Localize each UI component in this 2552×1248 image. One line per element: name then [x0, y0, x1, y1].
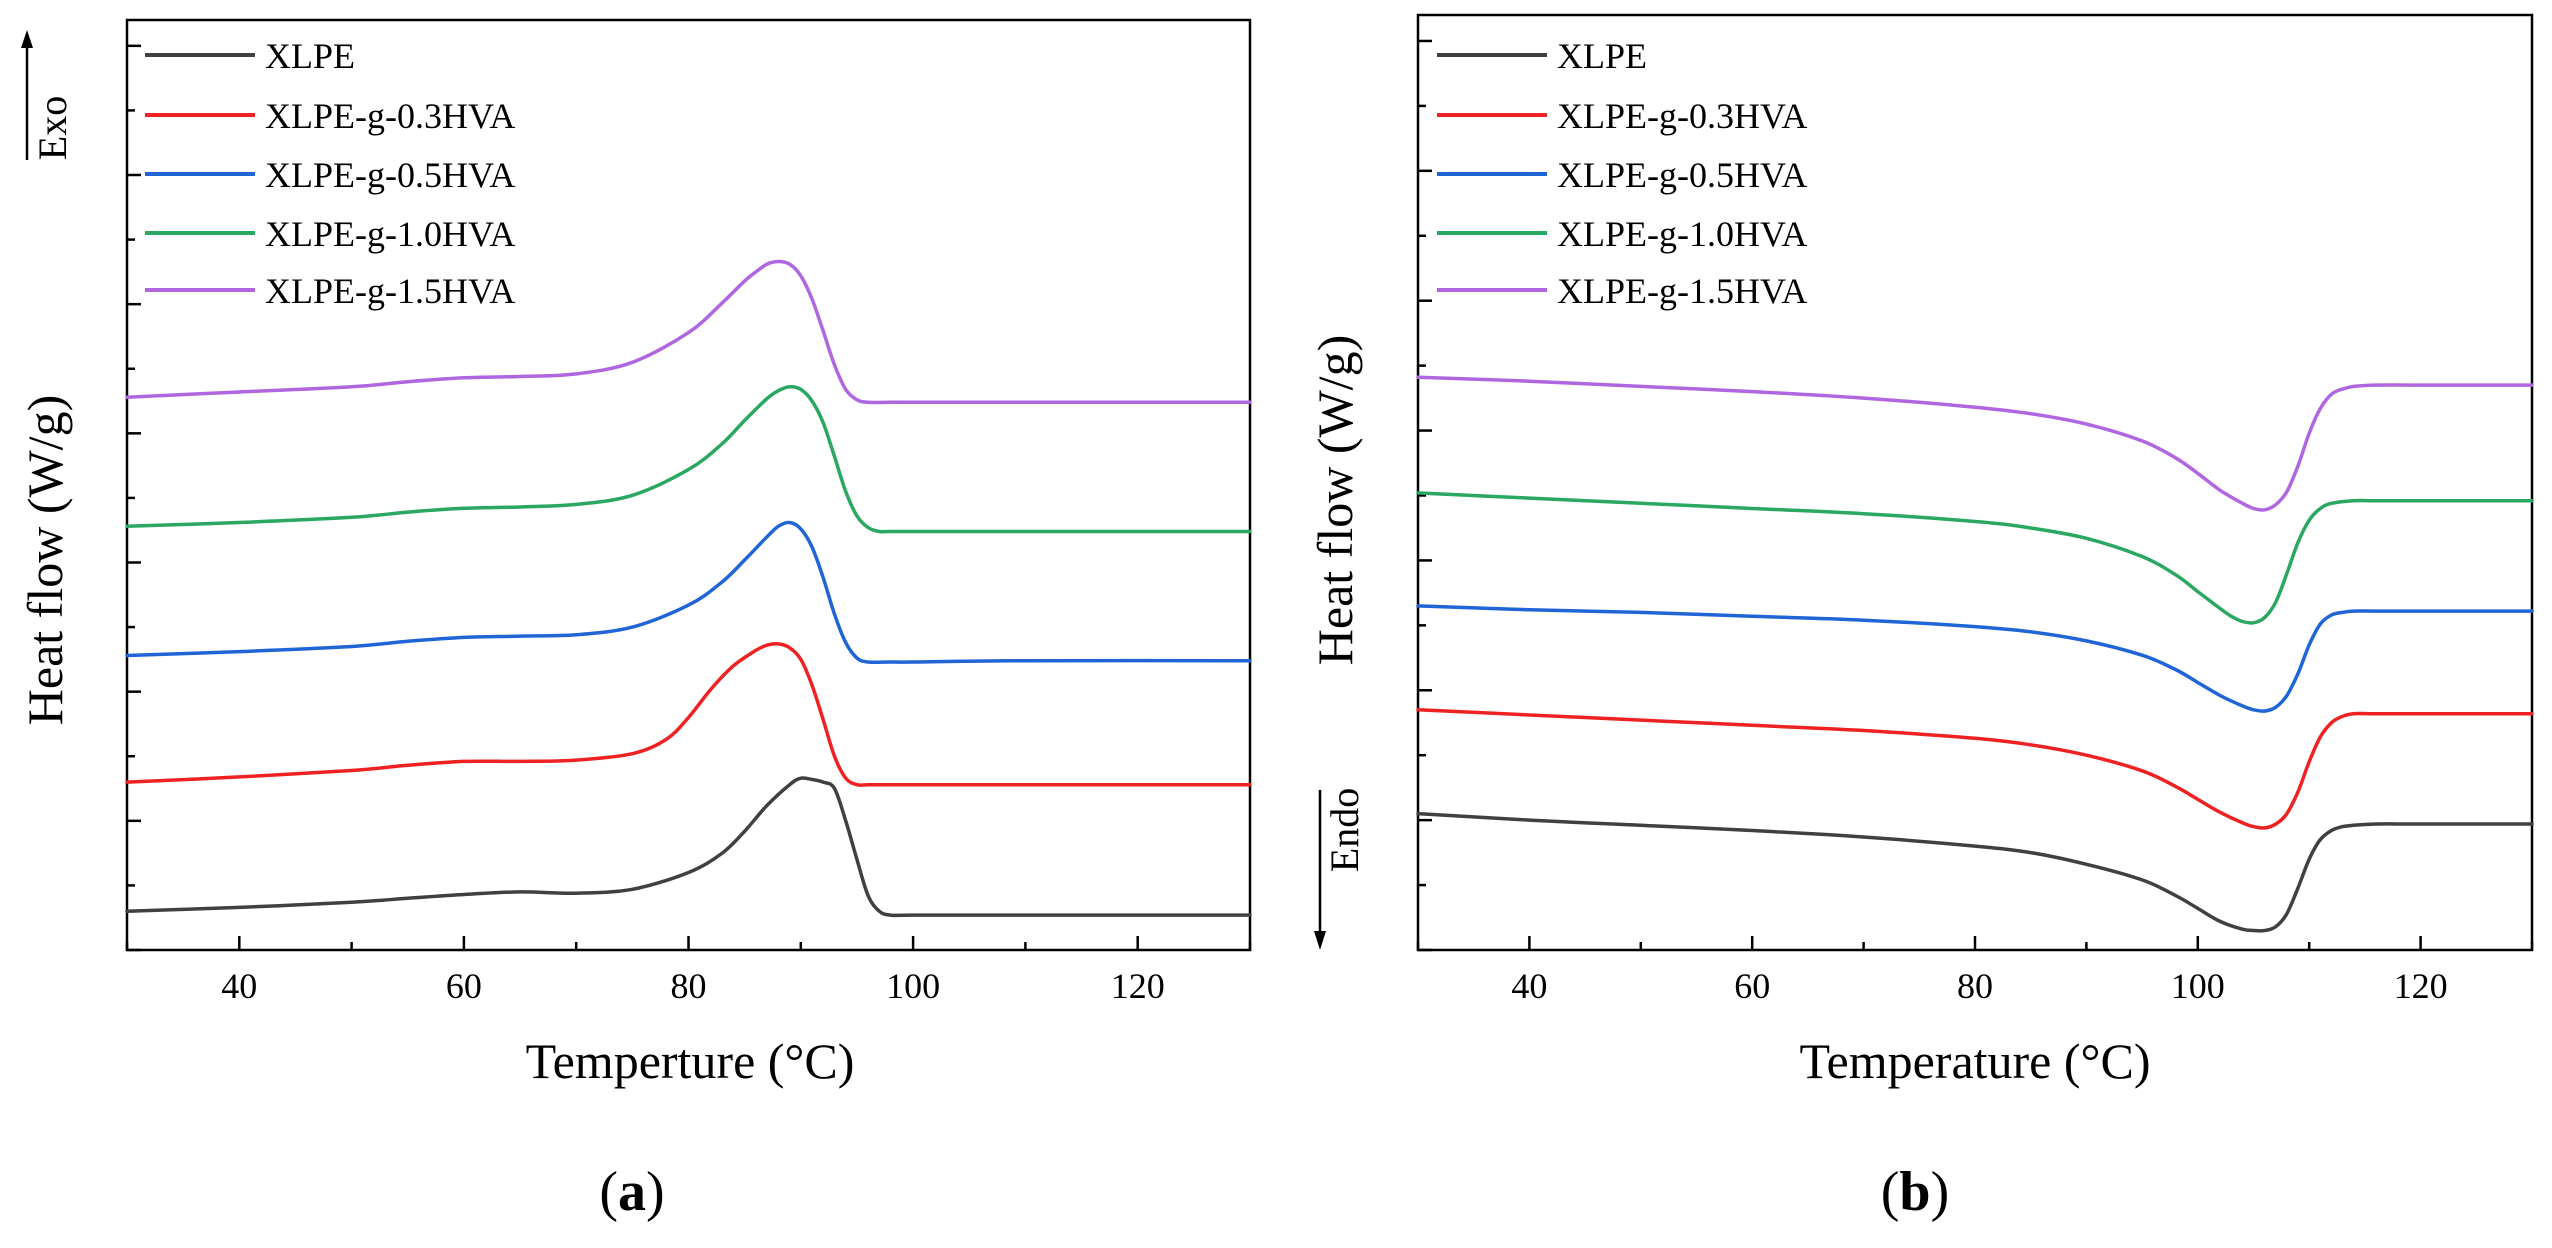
panel-a-legend-label-0-5hva: XLPE-g-0.5HVA: [265, 155, 515, 195]
panel-a-exo-label: Exo: [30, 96, 75, 160]
panel-a-series-line-2: [125, 520, 1252, 665]
panel-b-endo-label: Endo: [1322, 788, 1367, 872]
panel-a-x-tick-label-60: 60: [446, 966, 482, 1006]
panel-b-x-axis-title: Temperature (°C): [1799, 1033, 2150, 1089]
panel-b-legend-label-0-3hva: XLPE-g-0.3HVA: [1557, 96, 1807, 136]
panel-a-series-line-0: [125, 776, 1252, 918]
panel-a-x-tick-label-80: 80: [671, 966, 707, 1006]
panel-b-endo-arrow: Endo: [1314, 788, 1367, 950]
panel-a-series-line-3: [125, 385, 1252, 534]
panel-b-legend: XLPE XLPE-g-0.3HVA XLPE-g-0.5HVA XLPE-g-…: [1437, 36, 1807, 311]
panel-a-exo-arrow-head: [21, 30, 33, 48]
panel-a-legend-label-xlpe: XLPE: [265, 36, 355, 76]
panel-a-series-line-1: [125, 641, 1252, 787]
panel-b-legend-label-0-5hva: XLPE-g-0.5HVA: [1557, 155, 1807, 195]
panel-a-chart: 40 60 80 100 120 XLPE XLPE-g-0.3HVA XLPE-g-0…: [17, 18, 1252, 1223]
panel-a-x-tick-label-120: 120: [1111, 966, 1165, 1006]
panel-b-legend-label-1-0hva: XLPE-g-1.0HVA: [1557, 214, 1807, 254]
panel-a-x-axis-title: Temperture (°C): [526, 1033, 855, 1089]
panel-a-x-tick-label-40: 40: [221, 966, 257, 1006]
panel-b-y-axis-title: Heat flow (W/g): [1307, 335, 1363, 665]
panel-a-label: (a): [599, 1161, 664, 1223]
panel-a-legend-label-0-3hva: XLPE-g-0.3HVA: [265, 96, 515, 136]
panel-a-y-ticks: [127, 44, 141, 952]
panel-b-x-ticks: 40 60 80 100 120: [1416, 936, 2534, 1006]
panel-a-x-tick-label-100: 100: [886, 966, 940, 1006]
panel-b-label-letter: b: [1899, 1161, 1930, 1223]
panel-b-y-ticks: [1418, 39, 1432, 952]
panel-a-series-line-4: [125, 259, 1252, 405]
panel-b-series-group: [1416, 375, 2534, 933]
panel-b-x-tick-label-80: 80: [1957, 966, 1993, 1006]
panel-a-legend-label-1-0hva: XLPE-g-1.0HVA: [265, 214, 515, 254]
panel-a-x-ticks: 40 60 80 100 120: [125, 936, 1252, 1006]
panel-b-label: (b): [1881, 1161, 1949, 1223]
panel-a-label-letter: a: [618, 1161, 646, 1223]
panel-b-series-line-1: [1416, 708, 2534, 830]
panel-b-series-line-0: [1416, 811, 2534, 933]
panel-a-series-group: [125, 259, 1252, 918]
panel-a-exo-arrow: Exo: [21, 30, 75, 160]
panel-b-x-tick-label-120: 120: [2394, 966, 2448, 1006]
panel-a-y-axis-title: Heat flow (W/g): [17, 395, 73, 725]
panel-b-series-line-4: [1416, 375, 2534, 512]
panel-b-series-line-2: [1416, 604, 2534, 713]
panel-b-x-tick-label-60: 60: [1734, 966, 1770, 1006]
panel-b-endo-arrow-head: [1314, 931, 1326, 950]
panel-a-legend: XLPE XLPE-g-0.3HVA XLPE-g-0.5HVA XLPE-g-…: [145, 36, 515, 311]
panel-b-x-tick-label-100: 100: [2171, 966, 2225, 1006]
panel-b-legend-label-xlpe: XLPE: [1557, 36, 1647, 76]
panel-b-legend-label-1-5hva: XLPE-g-1.5HVA: [1557, 271, 1807, 311]
panel-b-x-tick-label-40: 40: [1511, 966, 1547, 1006]
panel-b-chart: 40 60 80 100 120 XLPE XLPE-g-0.3HVA XLPE-g-0…: [1307, 13, 2534, 1223]
panel-b-series-line-3: [1416, 491, 2534, 625]
panel-a-legend-label-1-5hva: XLPE-g-1.5HVA: [265, 271, 515, 311]
